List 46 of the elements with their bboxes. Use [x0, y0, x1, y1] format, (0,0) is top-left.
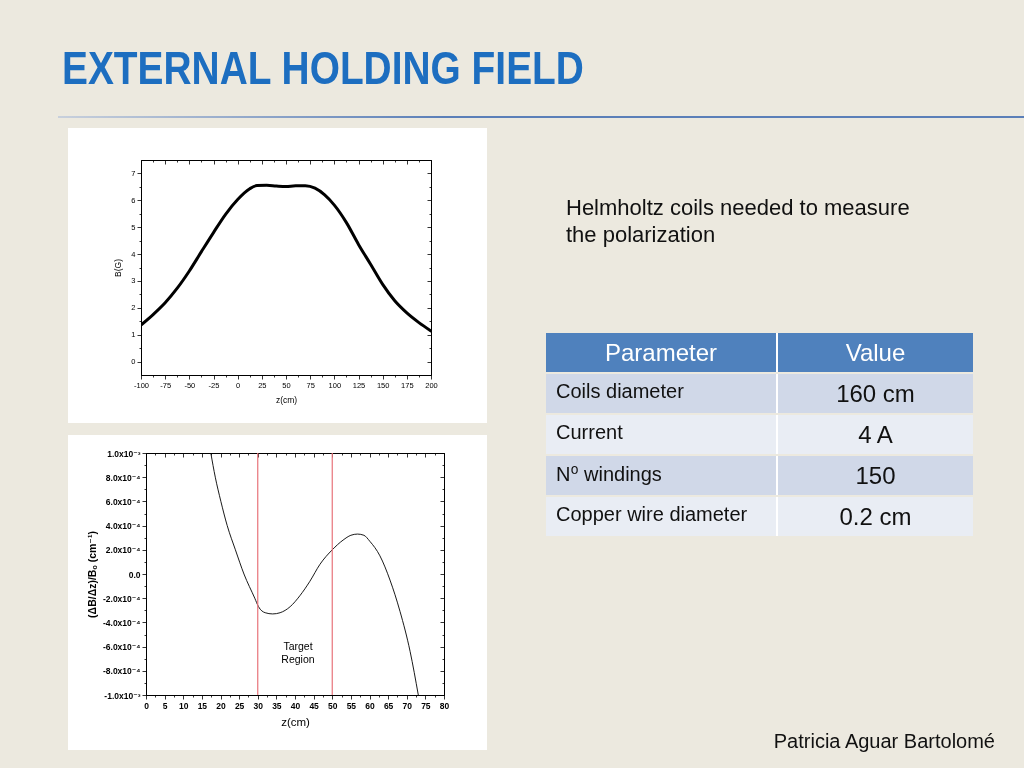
- x-tick-label: 0: [144, 700, 150, 711]
- x-tick-label: 75: [421, 700, 431, 711]
- text: Helmholtz coils needed to measure the polarization: [566, 194, 911, 248]
- x-tick-label: 55: [346, 700, 357, 711]
- annotation: Target Region: [281, 639, 315, 666]
- text: Patricia Aguar Bartolomé: [773, 730, 995, 753]
- y-tick-label: 0.0: [128, 569, 141, 580]
- y-tick-label: -1.0x10⁻³: [104, 690, 141, 701]
- text: Parameter: [546, 333, 778, 372]
- x-tick-label: 45: [309, 700, 320, 711]
- text: N⁰ windings: [546, 456, 778, 495]
- x-tick-label: 40: [290, 700, 301, 711]
- y-axis-title: (ΔB/Δz)/Bₒ (cm⁻¹): [85, 531, 98, 618]
- x-tick-label: 60: [365, 700, 375, 711]
- text: Copper wire diameter: [546, 497, 778, 536]
- y-tick-label: 6.0x10⁻⁴: [105, 496, 141, 507]
- x-tick-label: 65: [383, 700, 394, 711]
- x-tick-label: 15: [197, 700, 208, 711]
- x-axis-title: z(cm): [275, 395, 298, 405]
- y-axis-title: B(G): [113, 258, 124, 277]
- x-tick-label: 10: [179, 700, 189, 711]
- y-tick-label: 2.0x10⁻⁴: [105, 545, 141, 556]
- y-tick-label: 8.0x10⁻⁴: [105, 472, 141, 483]
- y-tick-label: 1.0x10⁻³: [107, 448, 141, 459]
- x-tick-label: 70: [402, 700, 413, 711]
- text: Current: [546, 415, 778, 454]
- y-tick-label: -8.0x10⁻⁴: [102, 666, 141, 677]
- text: 150: [778, 456, 973, 495]
- text: EXTERNAL HOLDING FIELD: [62, 41, 584, 96]
- x-tick-label: 50: [328, 700, 338, 711]
- text: 4 A: [778, 415, 973, 454]
- x-tick-label: 30: [253, 700, 264, 711]
- x-tick-label: 25: [234, 700, 245, 711]
- y-tick-label: 4.0x10⁻⁴: [105, 521, 141, 532]
- y-tick-label: -4.0x10⁻⁴: [102, 617, 141, 628]
- y-tick-label: -6.0x10⁻⁴: [102, 642, 141, 653]
- x-tick-label: 20: [216, 700, 226, 711]
- text: Coils diameter: [546, 374, 778, 413]
- text: 0.2 cm: [778, 497, 973, 536]
- x-tick-label: 5: [162, 700, 168, 711]
- x-tick-label: 35: [272, 700, 282, 711]
- x-axis-title: z(cm): [281, 716, 311, 728]
- text: 160 cm: [778, 374, 973, 413]
- text: Value: [778, 333, 973, 372]
- y-tick-label: -2.0x10⁻⁴: [102, 593, 141, 604]
- x-tick-label: 80: [439, 700, 450, 711]
